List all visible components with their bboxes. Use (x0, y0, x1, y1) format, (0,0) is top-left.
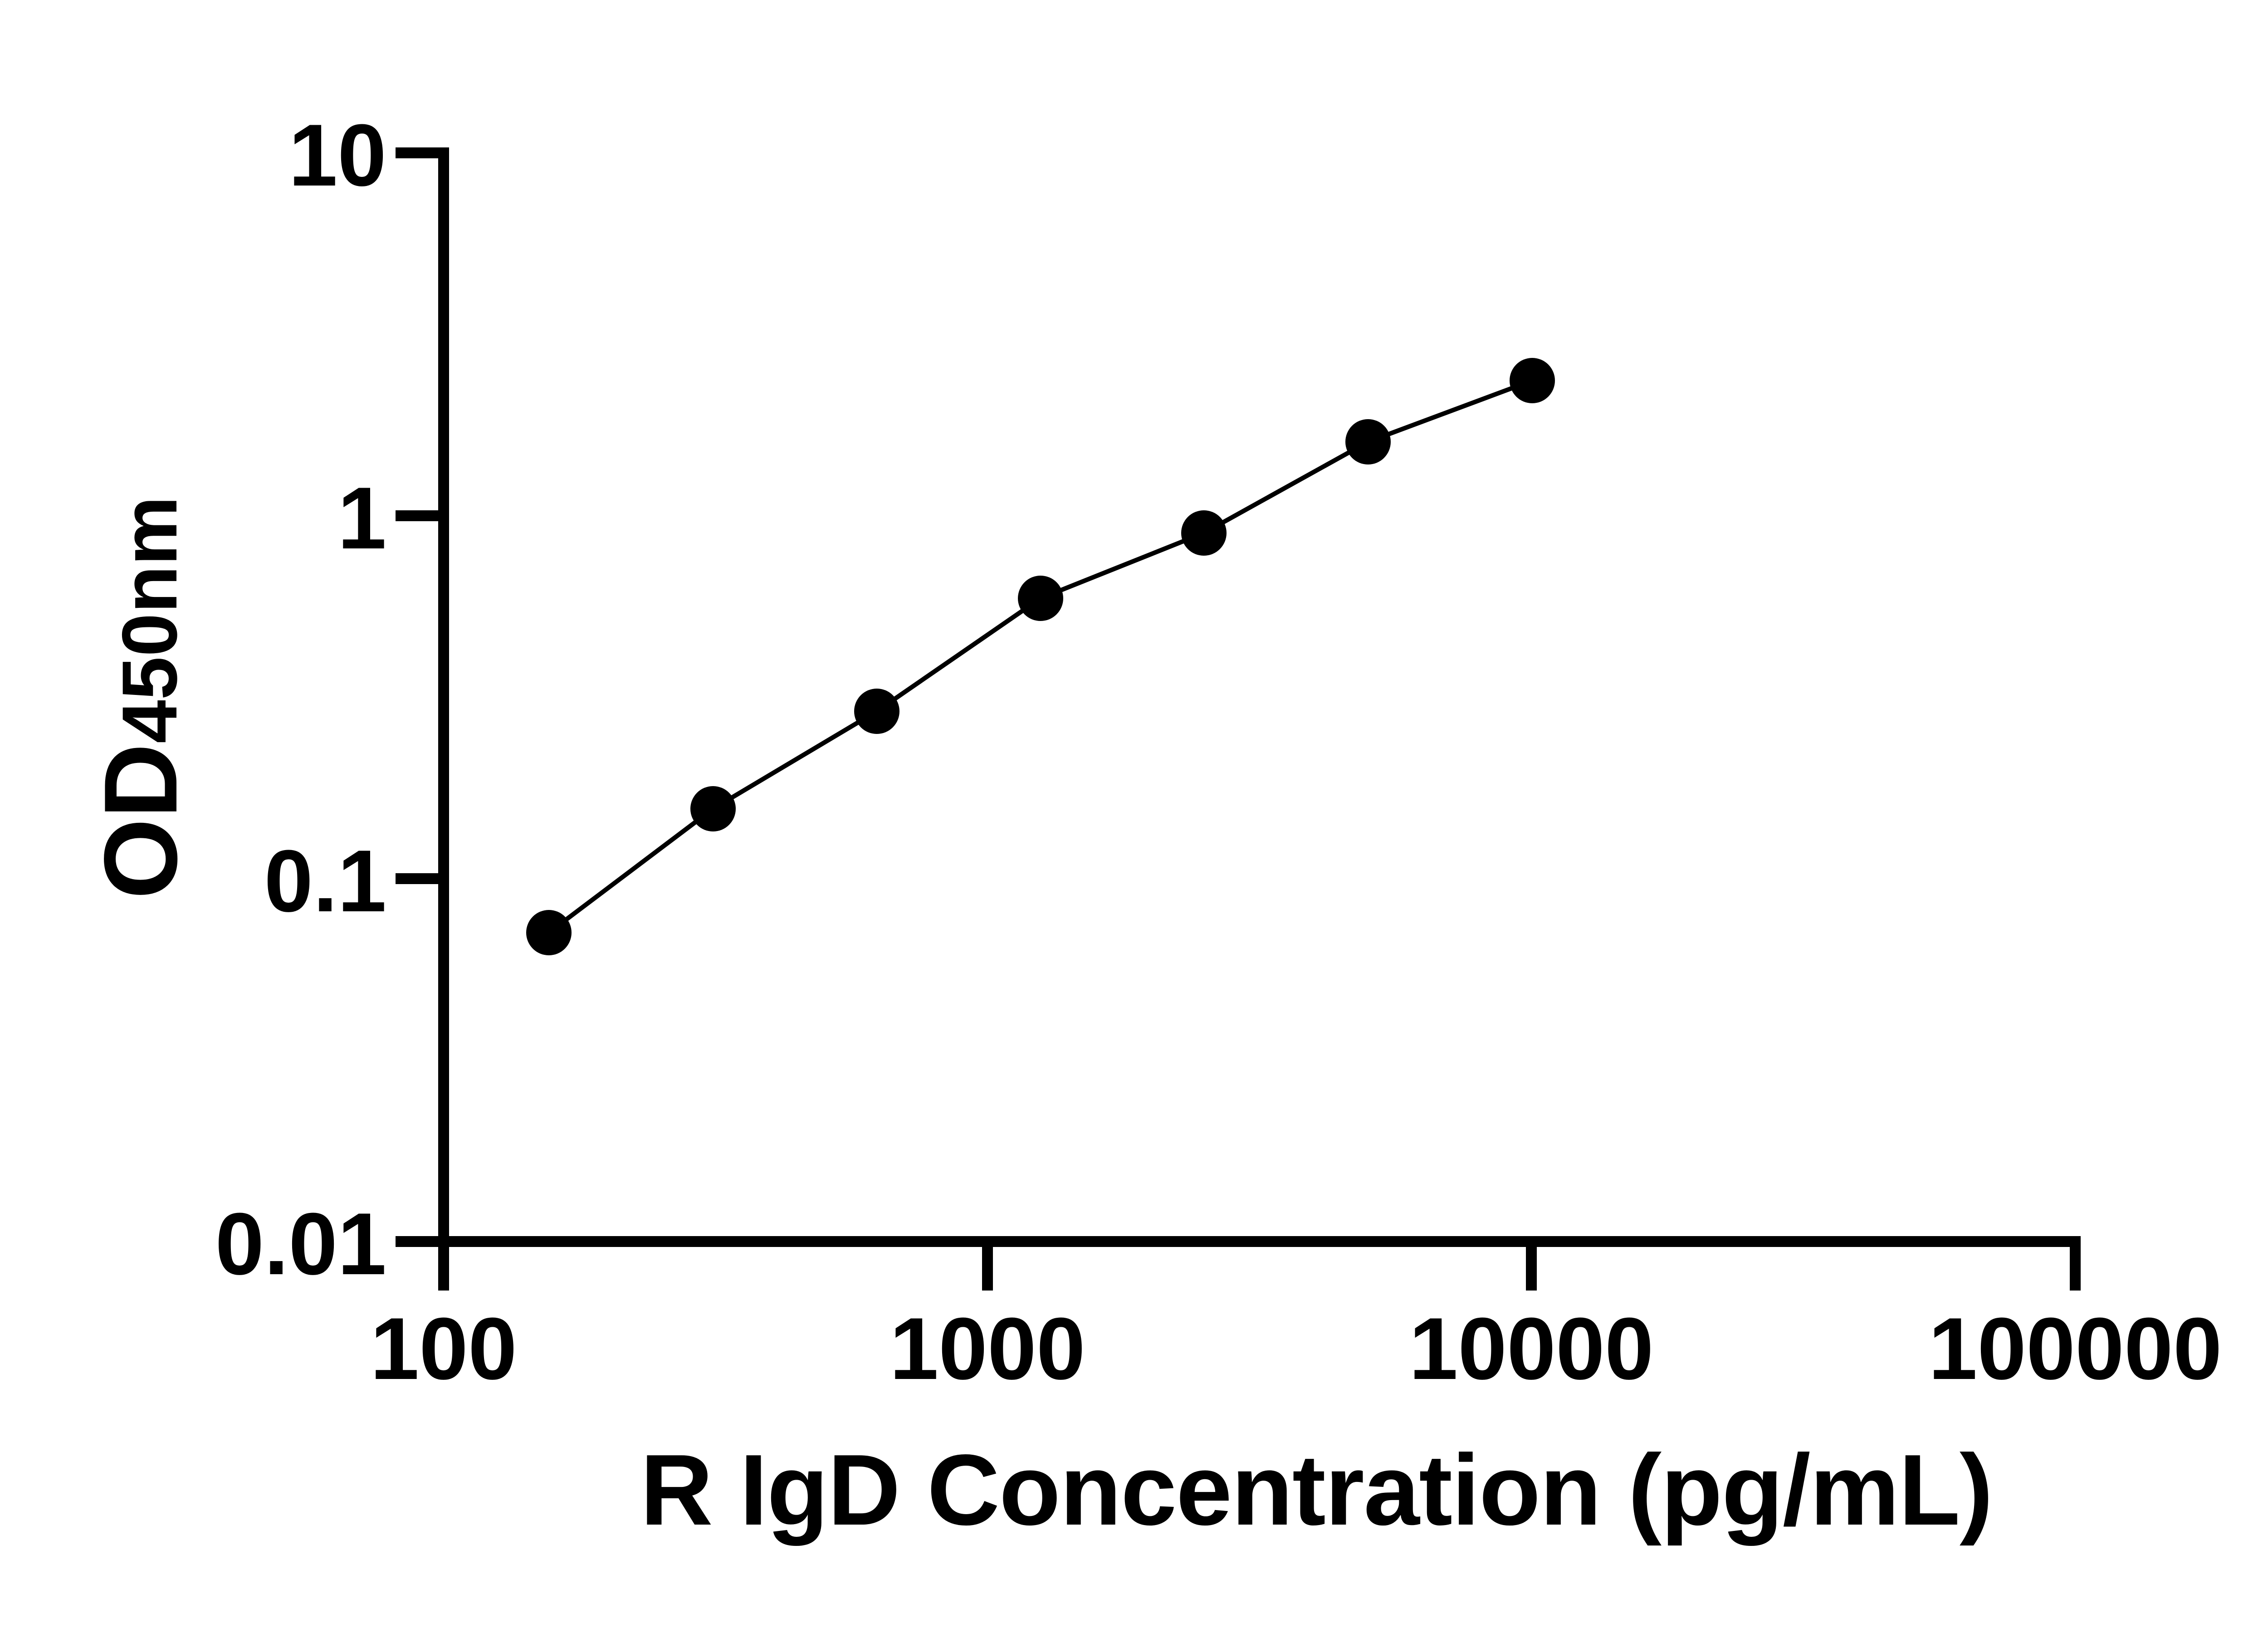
svg-text:0.1: 0.1 (264, 832, 386, 930)
svg-text:100000: 100000 (1928, 1300, 2222, 1398)
svg-text:10000: 10000 (1409, 1300, 1653, 1398)
svg-text:0.01: 0.01 (215, 1195, 386, 1293)
svg-text:1000: 1000 (890, 1300, 1085, 1398)
svg-text:OD450nm: OD450nm (83, 496, 199, 899)
svg-text:R IgD Concentration (pg/mL): R IgD Concentration (pg/mL) (640, 1434, 1993, 1546)
svg-text:100: 100 (370, 1300, 517, 1398)
svg-text:10: 10 (288, 106, 386, 205)
svg-text:1: 1 (337, 469, 386, 567)
